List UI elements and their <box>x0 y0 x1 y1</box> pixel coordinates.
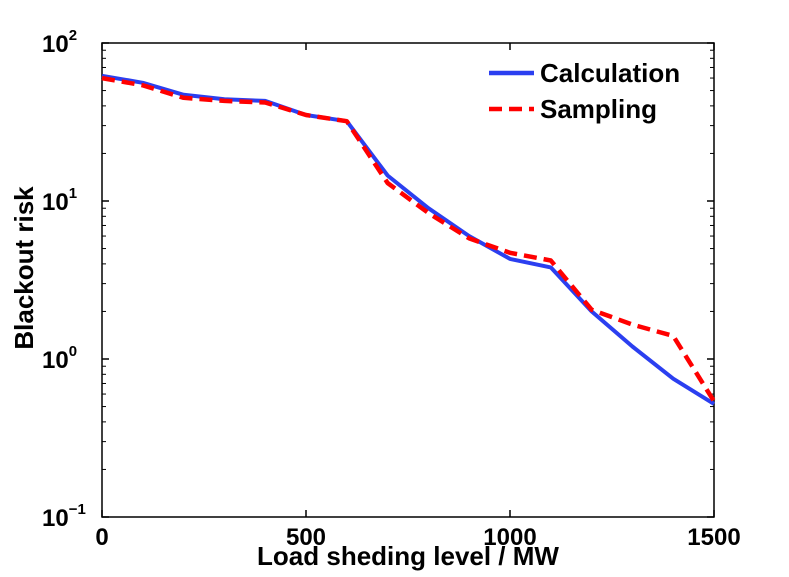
legend-label-calculation: Calculation <box>540 58 680 88</box>
x-tick-label: 1000 <box>483 524 536 551</box>
x-axis-label: Load sheding level / MW <box>257 541 559 571</box>
y-axis-label: Blackout risk <box>9 186 39 350</box>
series-line-sampling <box>101 75 716 403</box>
plot-area <box>101 42 715 518</box>
y-tick-label: 101 <box>42 185 77 216</box>
y-tick-label: 102 <box>42 27 77 58</box>
x-tick-label: 0 <box>95 524 108 551</box>
y-tick-label: 10−1 <box>42 501 86 532</box>
x-tick-label: 500 <box>286 524 326 551</box>
legend: Calculation Sampling <box>489 58 680 124</box>
series-line-calculation <box>101 73 716 406</box>
x-tick-label: 1500 <box>687 524 740 551</box>
y-tick-label: 100 <box>42 343 77 374</box>
legend-label-sampling: Sampling <box>540 94 657 124</box>
